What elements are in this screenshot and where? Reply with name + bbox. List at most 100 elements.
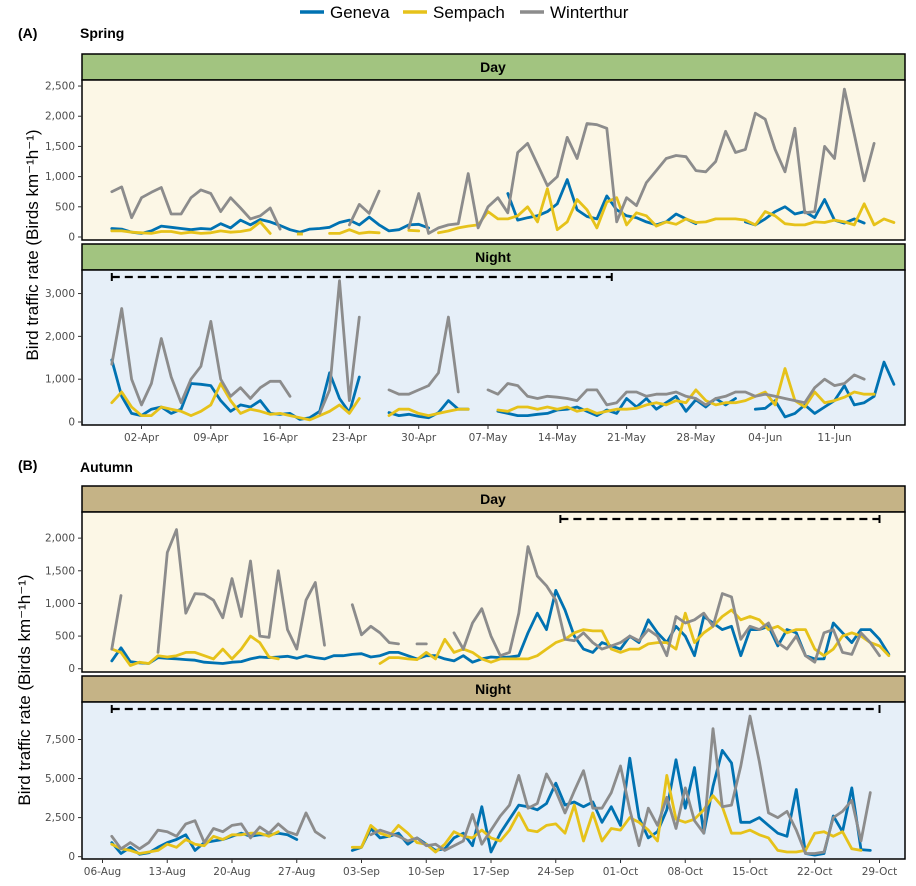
spring-night-strip	[81, 243, 906, 271]
autumn-x-tick-label: 15-Oct	[732, 866, 768, 878]
autumn-x-tick-label: 13-Aug	[149, 866, 186, 878]
autumn-night-y-axis: 0 2,500 5,000 7,500	[45, 734, 82, 863]
spring-night-y-tick-label: 0	[68, 417, 75, 429]
autumn-night-line-sempach	[350, 774, 863, 854]
spring-day-line-winterthur	[347, 189, 381, 227]
spring-night-line-winterthur	[486, 373, 866, 407]
autumn-x-tick-label: 22-Oct	[797, 866, 833, 878]
spring-day-line-sempach	[407, 228, 421, 233]
autumn-night-y-tick-label: 2,500	[45, 812, 75, 824]
legend-label-geneva: Geneva	[330, 3, 390, 22]
autumn-x-tick-label: 08-Oct	[667, 866, 703, 878]
spring-night-line-sempach	[110, 382, 361, 422]
spring-day-y-tick-label: 2,000	[45, 111, 75, 123]
autumn-x-tick-label: 06-Aug	[84, 866, 121, 878]
y-axis-title-units: Birds km⁻¹h⁻¹	[23, 135, 42, 240]
spring-day-y-tick-label: 1,500	[45, 141, 75, 153]
spring-night-y-axis: 0 1,000 2,000 3,000	[45, 288, 82, 429]
autumn-x-tick-label: 10-Sep	[408, 866, 445, 878]
spring-x-tick-label: 04-Jun	[748, 432, 782, 444]
spring-x-tick-label: 16-Apr	[263, 432, 299, 444]
spring-night-y-tick-label: 1,000	[45, 374, 75, 386]
spring-night-line-geneva	[753, 360, 896, 419]
autumn-day-line-sempach	[378, 608, 891, 665]
autumn-night-line-winterthur	[369, 714, 872, 855]
legend-label-sempach: Sempach	[433, 3, 505, 22]
legend-label-winterthur: Winterthur	[550, 3, 629, 22]
autumn-day-y-tick-label: 1,500	[45, 565, 75, 577]
spring-x-tick-label: 30-Apr	[401, 432, 437, 444]
spring-day-series	[110, 87, 896, 236]
spring-day-y-tick-label: 2,500	[45, 81, 75, 93]
autumn-x-tick-label: 20-Aug	[213, 866, 250, 878]
spring-day-line-sempach	[437, 187, 896, 235]
spring-day-strip-label: Day	[480, 59, 506, 75]
spring-day-y-tick-label: 0	[68, 231, 75, 243]
autumn-day-y-tick-label: 500	[55, 631, 75, 643]
spring-night-y-tick-label: 3,000	[45, 288, 75, 300]
autumn-night-y-tick-label: 0	[68, 851, 75, 863]
spring-day-strip	[81, 53, 906, 81]
autumn-x-tick-label: 03-Sep	[343, 866, 380, 878]
spring-day-facet: Day 0 500 1,000 1,500 2,000 2,500	[45, 53, 906, 243]
spring-night-strip-label: Night	[475, 249, 511, 265]
spring-night-line-sempach	[387, 407, 470, 418]
autumn-x-tick-label: 24-Sep	[537, 866, 574, 878]
autumn-night-strip	[81, 675, 906, 703]
autumn-day-line-winterthur	[110, 594, 123, 651]
season-title-spring: Spring	[80, 25, 124, 41]
autumn-day-bracket	[559, 515, 881, 523]
spring-night-line-sempach	[496, 367, 876, 415]
spring-day-line-geneva	[110, 215, 431, 235]
autumn-day-line-winterthur	[156, 528, 326, 654]
autumn-day-series	[110, 528, 891, 667]
autumn-night-y-tick-label: 7,500	[45, 734, 75, 746]
autumn-day-line-winterthur	[452, 545, 881, 664]
spring-night-line-winterthur	[110, 307, 292, 407]
y-axis-title-main: Bird traffic rate	[15, 695, 34, 805]
autumn-x-tick-label: 27-Aug	[278, 866, 315, 878]
autumn-day-y-tick-label: 2,000	[45, 533, 75, 545]
spring-day-y-axis: 0 500 1,000 1,500 2,000 2,500	[45, 81, 82, 243]
season-title-autumn: Autumn	[80, 459, 133, 475]
autumn-day-strip	[81, 485, 906, 513]
autumn-x-tick-label: 29-Oct	[862, 866, 898, 878]
autumn-day-y-tick-label: 0	[68, 663, 75, 675]
spring-day-y-tick-label: 500	[55, 201, 75, 213]
spring-night-series	[110, 279, 896, 422]
autumn-night-series	[110, 714, 872, 857]
autumn-night-y-tick-label: 5,000	[45, 773, 75, 785]
spring-x-tick-label: 28-May	[676, 432, 715, 444]
autumn-night-line-winterthur	[110, 811, 326, 851]
spring-night-y-tick-label: 2,000	[45, 331, 75, 343]
autumn-day-y-tick-label: 1,000	[45, 598, 75, 610]
spring-night-line-geneva	[387, 399, 470, 420]
autumn-day-plot-area	[81, 511, 906, 673]
panel-label-a: (A)	[18, 25, 37, 41]
spring-night-line-winterthur	[318, 279, 361, 415]
autumn-day-y-axis: 0 500 1,000 1,500 2,000	[45, 533, 82, 675]
spring-x-tick-label: 11-Jun	[817, 432, 851, 444]
spring-day-line-sempach	[110, 220, 272, 235]
autumn-day-line-winterthur	[350, 603, 400, 646]
autumn-x-tick-label: 01-Oct	[603, 866, 639, 878]
spring-day-line-winterthur	[407, 87, 876, 235]
autumn-night-facet: Night 0 2,500 5,000 7,500	[45, 675, 906, 863]
panel-label-b: (B)	[18, 457, 37, 473]
autumn-night-line-sempach	[110, 830, 280, 855]
autumn-day-line-sempach	[110, 634, 280, 667]
spring-night-facet: Night 0 1,000 2,000 3,000	[45, 243, 906, 429]
spring-x-tick-label: 07-May	[469, 432, 508, 444]
spring-day-line-sempach	[328, 228, 381, 235]
autumn-day-facet: Day 0 500 1,000 1,500 2,000	[45, 485, 906, 675]
spring-night-bracket	[110, 273, 613, 281]
spring-day-y-tick-label: 1,000	[45, 171, 75, 183]
autumn-night-bracket	[110, 705, 881, 713]
legend: Geneva Sempach Winterthur	[300, 3, 629, 22]
spring-x-tick-label: 23-Apr	[332, 432, 368, 444]
spring-x-tick-label: 02-Apr	[124, 432, 160, 444]
spring-x-tick-label: 14-May	[538, 432, 577, 444]
spring-x-tick-label: 09-Apr	[193, 432, 229, 444]
autumn-x-axis: 06-Aug 13-Aug 20-Aug 27-Aug 03-Sep 10-Sep 17-S…	[84, 859, 898, 878]
